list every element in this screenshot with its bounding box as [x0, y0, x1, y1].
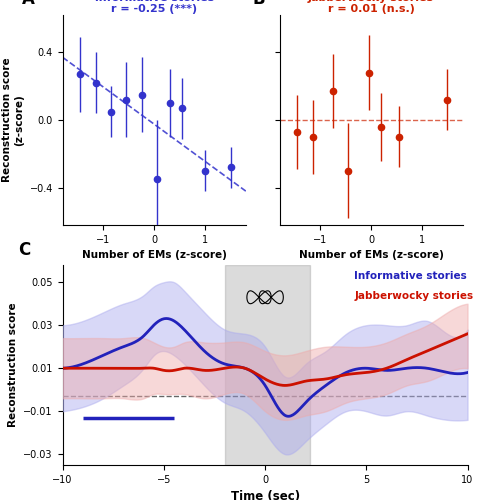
- X-axis label: Number of EMs (z-score): Number of EMs (z-score): [82, 250, 227, 260]
- Text: B: B: [252, 0, 265, 8]
- Text: Informative stories: Informative stories: [354, 271, 467, 281]
- X-axis label: Number of EMs (z-score): Number of EMs (z-score): [299, 250, 443, 260]
- Title: informative stories
r = -0.25 (***): informative stories r = -0.25 (***): [94, 0, 214, 14]
- Text: C: C: [18, 241, 30, 259]
- Title: Jabberwocky stories
r = 0.01 (n.s.): Jabberwocky stories r = 0.01 (n.s.): [308, 0, 434, 14]
- X-axis label: Time (sec): Time (sec): [230, 490, 300, 500]
- Text: A: A: [22, 0, 35, 8]
- Y-axis label: Reconstruction score: Reconstruction score: [8, 302, 18, 428]
- Bar: [225, 265, 309, 465]
- Text: Jabberwocky stories: Jabberwocky stories: [354, 291, 473, 301]
- Y-axis label: Reconstruction score
(z-score): Reconstruction score (z-score): [2, 58, 24, 182]
